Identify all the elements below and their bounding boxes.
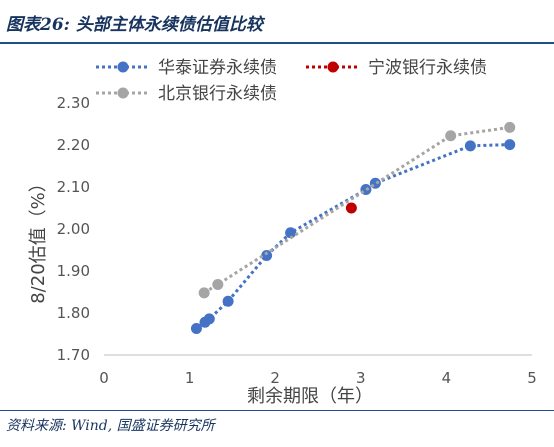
source-note: 资料来源: Wind, 国盛证券研究所 [6,418,215,434]
data-point [445,130,457,142]
footer-rule [0,410,554,411]
legend-marker [117,87,129,99]
y-tick-label: 2.20 [57,136,90,154]
y-tick-label: 2.30 [57,94,90,112]
data-point [504,139,516,151]
data-point [190,323,202,335]
data-point [504,121,516,133]
data-point [212,278,224,290]
data-point [285,227,297,239]
data-point [369,177,381,189]
data-point [203,313,215,325]
series [345,202,357,214]
x-tick-label: 2 [270,369,280,387]
y-axis-label: 8/20估值（%） [28,174,49,304]
legend-label: 宁波银行永续债 [368,58,487,78]
legend-label: 华泰证券永续债 [158,58,277,78]
y-tick-label: 2.10 [57,178,90,196]
x-tick-label: 0 [99,369,109,387]
data-point [222,295,234,307]
title-rule [0,42,554,44]
series-line [203,125,510,295]
x-tick-label: 3 [356,369,366,387]
x-axis-label: 剩余期限（年） [247,386,373,407]
y-tick-label: 1.90 [57,262,90,280]
data-point [464,140,476,152]
y-tick-label: 2.00 [57,220,90,238]
chart-title: 图表26: 头部主体永续债估值比较 [6,15,263,35]
chart-area: 0 1 2 3 4 5 1.70 1.80 1.90 2.00 2.10 2.20 2.30 剩余期限（年… [28,58,537,407]
y-tick-label: 1.70 [57,346,90,364]
data-point [261,249,273,261]
series-layer [190,121,516,335]
series-line [195,143,510,330]
series [198,121,516,299]
y-tick-label: 1.80 [57,304,90,322]
legend-marker [117,61,129,73]
legend-marker [327,61,339,73]
x-tick-label: 5 [527,369,537,387]
x-tick-label: 1 [185,369,195,387]
series [190,139,516,335]
data-point [345,202,357,214]
data-point [198,287,210,299]
x-tick-label: 4 [442,369,452,387]
legend-label: 北京银行永续债 [158,84,277,104]
axes: 0 1 2 3 4 5 1.70 1.80 1.90 2.00 2.10 2.20 2.30 剩余期限（年… [28,94,537,407]
